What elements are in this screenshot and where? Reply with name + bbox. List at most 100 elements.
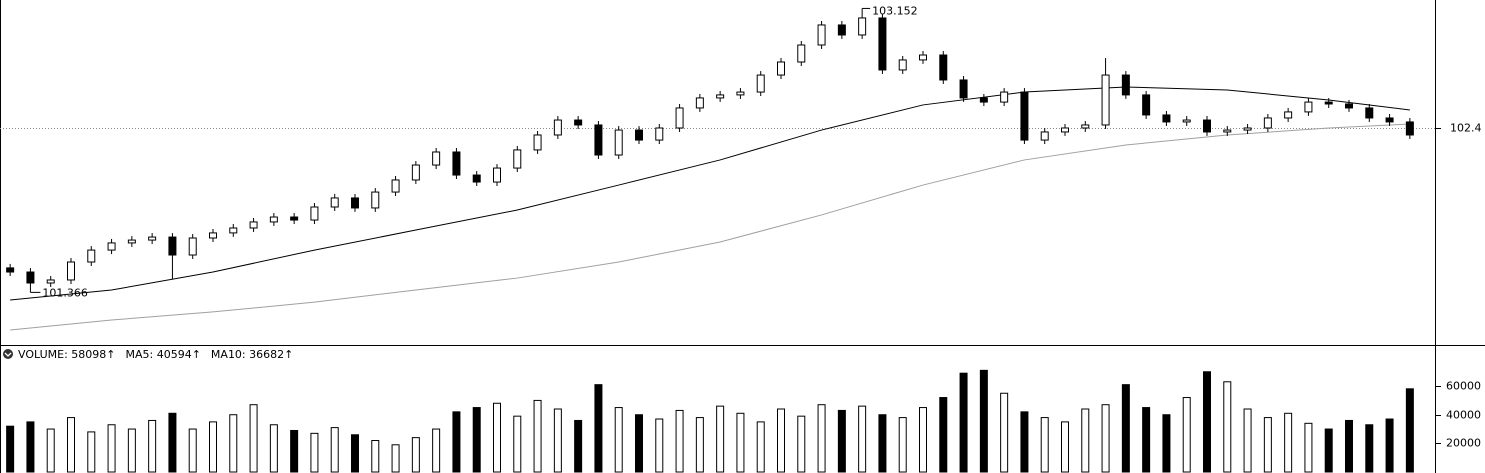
volume-bar [1284, 412, 1293, 473]
candle-body [330, 197, 339, 208]
candle-body [127, 239, 136, 244]
volume-bar [594, 384, 603, 473]
candle-body [87, 249, 96, 263]
legend-entry: MA10: 36682↑ [211, 348, 293, 361]
candle-body [1061, 127, 1069, 133]
candle-body [959, 79, 968, 99]
volume-bar [472, 407, 481, 473]
volume-bar [695, 417, 704, 473]
volume-bar [6, 425, 15, 473]
candle-body [756, 74, 765, 93]
volume-bar [898, 417, 907, 473]
volume-tick-label: 40000 [1446, 409, 1481, 422]
volume-bar [493, 402, 501, 473]
candle-body [777, 61, 785, 76]
candle-body [614, 129, 623, 156]
candle-body [1142, 94, 1151, 116]
candle-body [411, 164, 420, 181]
volume-bar [1000, 392, 1009, 473]
candle-body [6, 267, 15, 273]
candle-body [919, 54, 927, 61]
volume-bar [979, 369, 988, 473]
volume-bar [1040, 417, 1049, 473]
legend-entry: VOLUME: 58098↑ [18, 348, 115, 361]
candle-body [1121, 74, 1130, 96]
candle-body [1182, 119, 1191, 123]
candle-body [1081, 124, 1090, 129]
candle-body [46, 279, 55, 284]
volume-bar [1385, 418, 1394, 473]
candle-body [1263, 117, 1272, 129]
candle-body [269, 216, 278, 223]
candle-body [168, 236, 177, 256]
candle-body [939, 54, 948, 81]
candle-body [1345, 103, 1353, 109]
volume-bar [1324, 428, 1333, 473]
volume-bar [1365, 424, 1374, 473]
volume-bar [736, 412, 745, 473]
volume-bar [411, 437, 420, 473]
volume-bar [837, 409, 846, 473]
candle-body [1000, 91, 1009, 103]
candle-body [1405, 121, 1414, 136]
volume-bar [533, 399, 542, 473]
volume-bar [229, 414, 238, 473]
candle-body [290, 216, 299, 221]
candle-body [797, 44, 806, 63]
candle-body [391, 179, 400, 193]
candle-body [1223, 129, 1232, 133]
candle-body [310, 206, 319, 221]
candle-body [229, 227, 238, 234]
volume-bar [46, 428, 55, 473]
volume-bar [1243, 408, 1252, 473]
candle-body [979, 97, 988, 103]
volume-bar [1223, 381, 1232, 473]
candle-body [493, 167, 501, 183]
volume-bar [127, 428, 136, 473]
volume-bar [26, 421, 35, 473]
y-tick-label: 102.4 [1450, 122, 1482, 135]
volume-bar [919, 407, 927, 473]
candle-body [1162, 114, 1171, 123]
volume-bar [188, 428, 197, 473]
candle-body [472, 174, 481, 183]
collapse-icon[interactable] [3, 349, 13, 359]
candle-body [67, 261, 75, 281]
candle-body [878, 17, 887, 71]
annotation-low: 101.366 [42, 286, 88, 299]
candle-body [675, 107, 684, 129]
volume-bar [87, 431, 96, 473]
volume-bar [777, 408, 785, 473]
candle-body [1385, 117, 1394, 123]
volume-legend: VOLUME: 58098↑ MA5: 40594↑ MA10: 36682↑ [18, 348, 293, 361]
volume-bar [1263, 417, 1272, 473]
candle-body [188, 237, 197, 256]
legend-entry: MA5: 40594↑ [125, 348, 200, 361]
volume-bar [391, 444, 400, 473]
candle-body [1324, 101, 1333, 105]
volume-bar [553, 408, 562, 473]
volume-bar [269, 424, 278, 473]
volume-bar [1405, 388, 1414, 473]
volume-bar [716, 405, 725, 473]
volume-tick-label: 20000 [1446, 437, 1481, 450]
volume-bar [574, 419, 583, 473]
volume-bar [756, 421, 765, 473]
candle-body [817, 24, 826, 46]
volume-bar [452, 411, 461, 473]
volume-bar [959, 372, 968, 473]
candle-body [452, 151, 461, 176]
candle-body [553, 119, 562, 136]
candle-body [26, 271, 35, 284]
volume-bar [330, 427, 339, 473]
volume-bar [1121, 384, 1130, 473]
volume-bar [513, 415, 522, 473]
candle-body [1101, 74, 1110, 126]
moving-average [10, 123, 1410, 331]
volume-bar [675, 409, 684, 473]
volume-bar [1142, 407, 1151, 473]
volume-tick-label: 60000 [1446, 380, 1481, 393]
candle-body [148, 236, 157, 241]
candle-body [1203, 119, 1211, 133]
candle-body [209, 232, 217, 239]
